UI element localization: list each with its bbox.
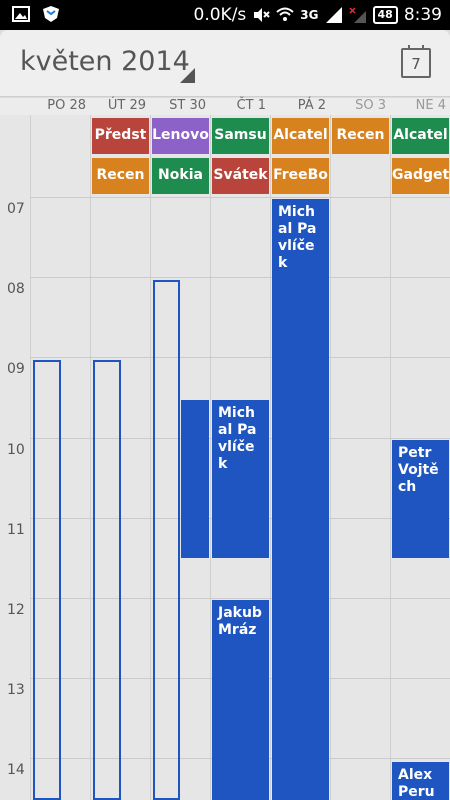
time-label: 10 <box>7 442 25 458</box>
grid-divider <box>150 115 151 800</box>
day-header-row: PO 28 ÚT 29 ST 30 ČT 1 PÁ 2 SO 3 NE 4 <box>0 97 450 116</box>
clock: 8:39 <box>403 5 442 25</box>
time-label: 07 <box>7 201 25 217</box>
day-header[interactable]: PO 28 <box>47 98 86 113</box>
day-header[interactable]: SO 3 <box>355 98 386 113</box>
allday-event[interactable]: Předst <box>92 118 149 154</box>
time-label: 12 <box>7 602 25 618</box>
allday-event[interactable]: Gadget <box>392 158 449 194</box>
mute-icon <box>254 8 271 22</box>
allday-event[interactable]: Recen <box>332 118 389 154</box>
dropdown-triangle-icon[interactable] <box>180 68 195 83</box>
outlined-event[interactable] <box>93 360 121 800</box>
today-button[interactable]: 7 <box>401 45 431 78</box>
month-selector[interactable]: květen 2014 <box>20 46 190 77</box>
signal-icon <box>325 7 342 23</box>
event-block[interactable] <box>181 400 209 558</box>
allday-event[interactable]: Recen <box>92 158 149 194</box>
event-block[interactable]: Michal Pavlíček <box>212 400 269 558</box>
hour-line <box>30 277 450 278</box>
allday-divider <box>30 197 450 198</box>
grid-divider <box>390 115 391 800</box>
status-bar: 0.0K/s 3G 48 8:39 <box>0 0 450 30</box>
grid-divider <box>90 115 91 800</box>
app-bar: květen 2014 7 <box>0 30 450 97</box>
battery-icon: 48 <box>372 6 398 24</box>
day-header[interactable]: ČT 1 <box>236 98 266 113</box>
event-block[interactable]: Michal Pavlíček <box>272 199 329 800</box>
grid-divider <box>330 115 331 800</box>
event-block[interactable]: Alex Peruno <box>392 762 449 800</box>
allday-event[interactable]: Nokia <box>152 158 209 194</box>
time-label: 14 <box>7 762 25 778</box>
status-indicators: 0.0K/s 3G 48 8:39 <box>194 0 442 30</box>
network-speed: 0.0K/s <box>193 5 247 25</box>
day-header[interactable]: ÚT 29 <box>107 98 146 113</box>
notification-icons <box>12 5 60 23</box>
allday-event[interactable]: Alcatel <box>272 118 329 154</box>
wifi-icon <box>276 7 294 21</box>
shield-icon <box>43 6 59 22</box>
allday-event[interactable]: Samsu <box>212 118 269 154</box>
day-header[interactable]: NE 4 <box>415 98 446 113</box>
no-signal-icon <box>348 7 366 23</box>
time-label: 11 <box>7 522 25 538</box>
hour-line <box>30 598 450 599</box>
day-header[interactable]: PÁ 2 <box>297 98 326 113</box>
event-block[interactable]: Jakub Mráz <box>212 600 269 800</box>
allday-event[interactable]: FreeBo <box>272 158 329 194</box>
network-type: 3G <box>300 8 319 22</box>
hour-line <box>30 357 450 358</box>
time-label: 13 <box>7 682 25 698</box>
time-label: 09 <box>7 361 25 377</box>
day-header[interactable]: ST 30 <box>169 98 206 113</box>
event-block[interactable]: Petr Vojtěch <box>392 440 449 558</box>
grid-divider <box>30 115 31 800</box>
grid-divider <box>210 115 211 800</box>
allday-event[interactable]: Alcatel <box>392 118 449 154</box>
outlined-event[interactable] <box>33 360 61 800</box>
gallery-icon <box>12 6 30 22</box>
allday-event[interactable]: Svátek <box>212 158 269 194</box>
grid-divider <box>270 115 271 800</box>
time-label: 08 <box>7 281 25 297</box>
allday-event[interactable]: Lenovo <box>152 118 209 154</box>
outlined-event[interactable] <box>153 280 180 800</box>
